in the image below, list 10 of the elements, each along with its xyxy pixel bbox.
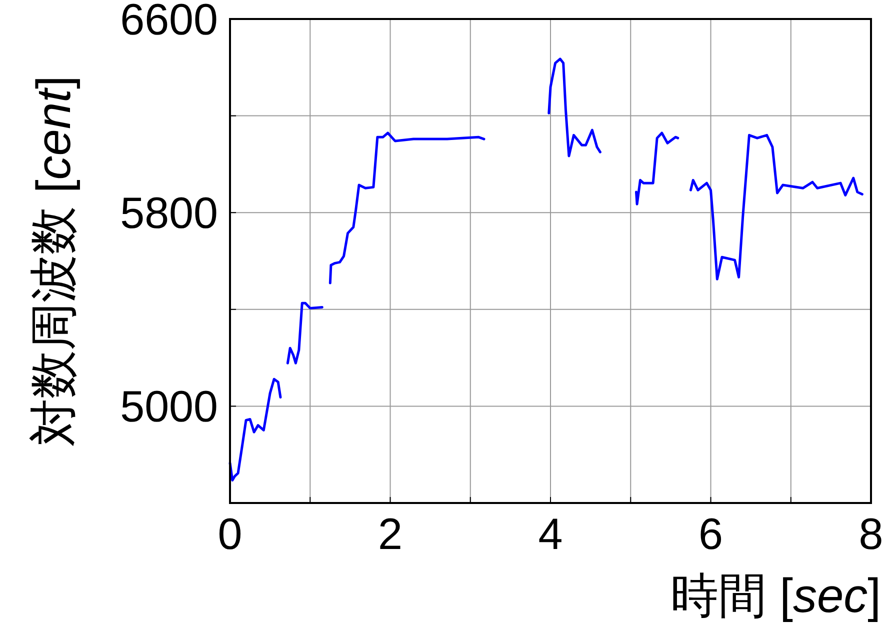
y-tick-label: 5000 [120, 382, 218, 432]
y-tick-label: 6600 [120, 0, 218, 44]
x-axis-title: 時間 [sec] [670, 570, 881, 623]
x-tick-label: 4 [538, 510, 563, 559]
y-axis-title: 対数周波数 [cent] [28, 76, 81, 446]
y-tick-label: 5800 [120, 189, 218, 238]
x-tick-label: 2 [378, 510, 402, 559]
x-tick-label: 0 [218, 510, 242, 559]
x-tick-label: 6 [698, 510, 723, 559]
x-tick-label: 8 [858, 510, 884, 559]
